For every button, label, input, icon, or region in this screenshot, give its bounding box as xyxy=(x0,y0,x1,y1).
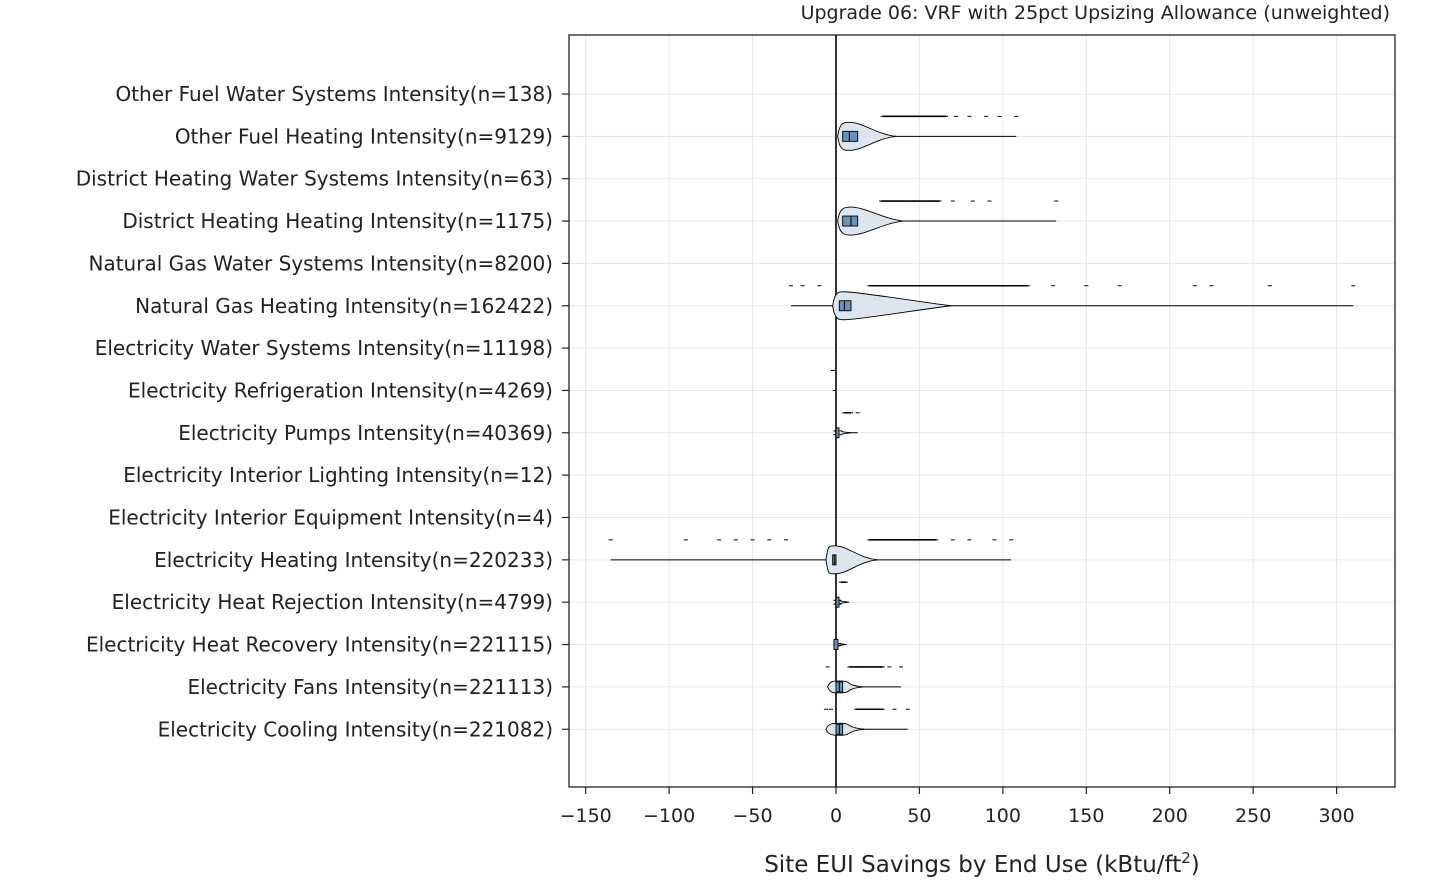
category-count: Intensity(n=221115) xyxy=(345,633,553,657)
x-tick-label: −150 xyxy=(560,805,612,827)
category-name: Electricity Interior Equipment xyxy=(108,506,408,530)
violin-body xyxy=(832,291,952,321)
category-label: Natural Gas Water Systems Intensity(n=82… xyxy=(89,251,554,275)
category-label: Electricity Interior Equipment Intensity… xyxy=(108,506,553,530)
violin-electricity-heat-recovery xyxy=(833,639,847,650)
category-count: Intensity(n=8200) xyxy=(370,251,553,275)
category-count: Intensity(n=12) xyxy=(395,463,553,487)
chart-title: Upgrade 06: VRF with 25pct Upsizing Allo… xyxy=(801,2,1390,24)
grid-lines xyxy=(569,35,1395,787)
violin-electricity-heating xyxy=(608,539,1014,575)
plot-frame xyxy=(568,34,1396,788)
box-iqr xyxy=(833,639,839,650)
x-tick-label: 250 xyxy=(1235,805,1271,827)
violin-body xyxy=(825,722,865,736)
category-label: Electricity Fans Intensity(n=221113) xyxy=(187,675,553,699)
category-label: Other Fuel Water Systems Intensity(n=138… xyxy=(115,82,553,106)
category-label: Electricity Refrigeration Intensity(n=42… xyxy=(128,378,553,402)
x-tick-label: 300 xyxy=(1318,805,1354,827)
category-count: Intensity(n=4269) xyxy=(370,378,553,402)
category-name: Other Fuel Heating xyxy=(175,124,370,148)
violin-electricity-fans xyxy=(825,666,904,694)
category-count: Intensity(n=63) xyxy=(395,167,553,191)
category-labels: Other Fuel Water Systems Intensity(n=138… xyxy=(76,82,569,741)
category-label: Electricity Interior Lighting Intensity(… xyxy=(123,463,553,487)
category-label: District Heating Heating Intensity(n=117… xyxy=(122,209,553,233)
x-tick-label: 100 xyxy=(985,805,1021,827)
category-label: District Heating Water Systems Intensity… xyxy=(76,167,553,191)
category-label: Electricity Cooling Intensity(n=221082) xyxy=(158,717,553,741)
violin-electricity-refrigeration xyxy=(830,369,837,391)
category-count: Intensity(n=220233) xyxy=(345,548,553,572)
category-count: Intensity(n=11198) xyxy=(357,336,553,360)
category-name: Natural Gas Water Systems xyxy=(89,251,371,275)
category-count: Intensity(n=162422) xyxy=(345,294,553,318)
category-count: Intensity(n=1175) xyxy=(370,209,553,233)
category-count: Intensity(n=4) xyxy=(408,506,553,530)
violin-electricity-heat-rejection xyxy=(833,581,850,608)
category-name: Electricity Interior Lighting xyxy=(123,463,395,487)
category-label: Other Fuel Heating Intensity(n=9129) xyxy=(175,124,553,148)
category-name: District Heating Heating xyxy=(122,209,370,233)
category-count: Intensity(n=138) xyxy=(383,82,553,106)
x-axis-label-suffix: ) xyxy=(1191,852,1200,878)
violin-natural-gas-heating xyxy=(788,284,1356,321)
x-tick-label: 150 xyxy=(1068,805,1104,827)
violin-electricity-pumps xyxy=(833,411,860,439)
category-count: Intensity(n=4799) xyxy=(370,590,553,614)
violin-body xyxy=(825,545,878,575)
category-name: Electricity Heat Recovery xyxy=(86,633,345,657)
violin-body xyxy=(827,680,864,694)
x-tick-label: −50 xyxy=(733,805,773,827)
category-label: Natural Gas Heating Intensity(n=162422) xyxy=(135,294,553,318)
category-name: Electricity Cooling xyxy=(158,717,345,741)
category-label: Electricity Water Systems Intensity(n=11… xyxy=(95,336,553,360)
category-count: Intensity(n=40369) xyxy=(357,421,553,445)
x-axis-label: Site EUI Savings by End Use (kBtu/ft2) xyxy=(764,849,1200,878)
category-name: Electricity Heating xyxy=(154,548,344,572)
box-iqr xyxy=(842,215,859,227)
x-tick-label: −100 xyxy=(643,805,695,827)
category-label: Electricity Heating Intensity(n=220233) xyxy=(154,548,553,572)
violin-electricity-cooling xyxy=(823,708,910,736)
x-tick-label: 200 xyxy=(1152,805,1188,827)
category-name: District Heating Water Systems xyxy=(76,167,396,191)
category-name: Natural Gas Heating xyxy=(135,294,344,318)
category-label: Electricity Heat Recovery Intensity(n=22… xyxy=(86,633,553,657)
box-iqr xyxy=(838,300,852,312)
x-tick-label: 0 xyxy=(830,805,842,827)
x-axis: −150 −100 −50 0 50 100 150 200 250 300 xyxy=(560,787,1355,827)
x-axis-label-text: Site EUI Savings by End Use (kBtu/ft xyxy=(764,852,1181,878)
violin-body xyxy=(837,206,904,236)
violin-other-fuel-heating xyxy=(837,115,1019,151)
violin-body xyxy=(837,121,897,151)
category-name: Electricity Pumps xyxy=(178,421,357,445)
category-count: Intensity(n=221113) xyxy=(345,675,553,699)
category-label: Electricity Heat Rejection Intensity(n=4… xyxy=(112,590,553,614)
category-name: Electricity Heat Rejection xyxy=(112,590,370,614)
violin-district-heating-heating xyxy=(837,200,1059,236)
category-name: Electricity Fans xyxy=(187,675,344,699)
box-iqr xyxy=(842,130,859,142)
category-count: Intensity(n=9129) xyxy=(370,124,553,148)
x-tick-label: 50 xyxy=(907,805,931,827)
category-name: Other Fuel Water Systems xyxy=(115,82,382,106)
category-name: Electricity Refrigeration xyxy=(128,378,370,402)
violins xyxy=(608,35,1356,787)
category-count: Intensity(n=221082) xyxy=(345,717,553,741)
category-label: Electricity Pumps Intensity(n=40369) xyxy=(178,421,553,445)
x-axis-label-superscript: 2 xyxy=(1181,849,1191,867)
category-name: Electricity Water Systems xyxy=(95,336,358,360)
